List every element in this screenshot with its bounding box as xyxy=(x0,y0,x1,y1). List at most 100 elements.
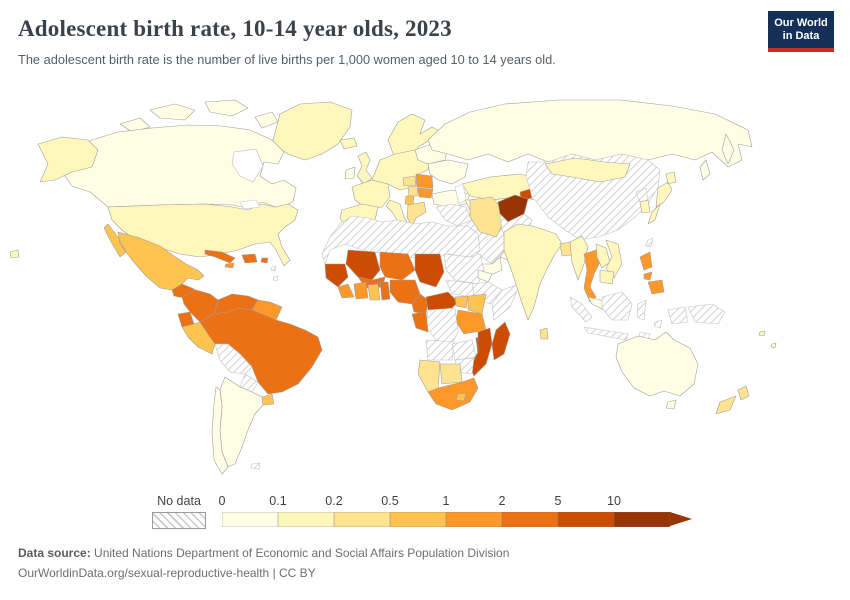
region-sierra-leone-liberia[interactable] xyxy=(337,283,355,299)
legend-bin-3[interactable] xyxy=(334,512,390,527)
legend-arrow xyxy=(670,512,692,526)
region-philippines-south[interactable] xyxy=(643,271,665,295)
region-senegal-guinea[interactable] xyxy=(324,263,349,288)
region-drc[interactable] xyxy=(425,307,459,345)
region-chad[interactable] xyxy=(414,253,445,288)
legend-bin-4[interactable] xyxy=(390,512,446,527)
region-tasmania[interactable] xyxy=(665,399,677,410)
region-australia[interactable] xyxy=(615,331,699,397)
region-mongolia[interactable] xyxy=(544,157,631,183)
region-hawaii[interactable] xyxy=(9,249,20,259)
region-central-african-republic[interactable] xyxy=(425,291,459,313)
chart-subtitle: The adolescent birth rate is the number … xyxy=(18,52,556,67)
owid-logo-line2: in Data xyxy=(782,30,820,42)
owid-link-line: OurWorldinData.org/sexual-reproductive-h… xyxy=(18,563,818,583)
region-lesotho[interactable] xyxy=(455,392,467,402)
region-hispaniola[interactable] xyxy=(241,253,258,264)
region-kenya[interactable] xyxy=(467,293,487,315)
region-uruguay[interactable] xyxy=(261,393,275,406)
region-arctic-islands[interactable] xyxy=(119,99,279,133)
region-mali[interactable] xyxy=(345,249,381,281)
region-pacific-islands[interactable] xyxy=(758,330,777,349)
legend-bin-1[interactable] xyxy=(222,512,278,527)
region-iran[interactable] xyxy=(469,196,505,238)
region-sudan[interactable] xyxy=(443,253,485,285)
great-lakes xyxy=(239,199,261,210)
region-falklands[interactable] xyxy=(250,462,261,470)
region-cambodia[interactable] xyxy=(599,269,615,285)
region-russia[interactable] xyxy=(427,99,753,181)
region-sumatra[interactable] xyxy=(569,296,593,323)
legend-bin-5[interactable] xyxy=(446,512,502,527)
region-chile[interactable] xyxy=(211,386,229,475)
region-mozambique[interactable] xyxy=(469,327,493,377)
legend-bins xyxy=(222,512,670,527)
region-madagascar[interactable] xyxy=(491,321,511,361)
region-argentina[interactable] xyxy=(219,376,264,468)
legend-tick-7: 10 xyxy=(607,494,621,508)
page-title: Adolescent birth rate, 10-14 year olds, … xyxy=(18,16,452,41)
region-cameroon[interactable] xyxy=(411,293,429,315)
owid-logo-accent-bar xyxy=(768,48,834,52)
region-south-africa[interactable] xyxy=(427,377,479,411)
region-serbia[interactable] xyxy=(407,185,419,197)
legend-bin-7[interactable] xyxy=(558,512,614,527)
region-gabon-congo[interactable] xyxy=(411,311,429,333)
region-china[interactable] xyxy=(525,153,661,241)
region-moluccas[interactable] xyxy=(638,319,663,340)
region-mexico[interactable] xyxy=(103,223,205,291)
region-ireland[interactable] xyxy=(344,166,356,180)
region-sri-lanka[interactable] xyxy=(539,327,549,340)
region-bulgaria[interactable] xyxy=(417,187,434,199)
region-cote-divoire[interactable] xyxy=(353,281,369,300)
region-jamaica[interactable] xyxy=(224,262,235,269)
region-namibia[interactable] xyxy=(417,359,441,393)
region-alaska[interactable] xyxy=(37,136,99,183)
region-java[interactable] xyxy=(583,326,629,341)
region-greece[interactable] xyxy=(406,201,427,228)
legend-tick-5: 2 xyxy=(498,494,506,508)
legend-tick-3: 0.5 xyxy=(381,494,399,508)
region-west-papua[interactable] xyxy=(667,306,689,325)
region-papua-new-guinea[interactable] xyxy=(687,303,726,325)
region-vietnam[interactable] xyxy=(605,239,623,279)
region-borneo[interactable] xyxy=(601,291,633,321)
data-source-label: Data source: xyxy=(18,546,91,560)
region-taiwan[interactable] xyxy=(645,237,654,248)
region-iceland[interactable] xyxy=(339,137,358,150)
region-india[interactable] xyxy=(503,223,563,321)
legend-bin-2[interactable] xyxy=(278,512,334,527)
owid-logo[interactable]: Our World in Data xyxy=(768,11,834,52)
region-hungary[interactable] xyxy=(402,175,417,187)
region-france[interactable] xyxy=(351,179,391,211)
region-zambia[interactable] xyxy=(451,339,477,361)
legend-bin-8[interactable] xyxy=(614,512,670,527)
region-ghana[interactable] xyxy=(367,283,381,301)
region-romania[interactable] xyxy=(415,173,434,189)
region-myanmar[interactable] xyxy=(569,235,589,281)
data-source-text: United Nations Department of Economic an… xyxy=(90,546,510,560)
region-japan[interactable] xyxy=(647,171,677,225)
owid-link[interactable]: OurWorldinData.org/sexual-reproductive-h… xyxy=(18,566,316,580)
region-uganda[interactable] xyxy=(454,295,469,309)
region-sulawesi[interactable] xyxy=(636,299,647,321)
region-laos[interactable] xyxy=(595,243,611,269)
region-puerto-rico[interactable] xyxy=(260,257,269,264)
region-greenland[interactable] xyxy=(271,101,353,161)
region-botswana[interactable] xyxy=(439,363,463,385)
region-south-korea[interactable] xyxy=(639,199,651,214)
region-angola[interactable] xyxy=(425,339,455,361)
region-albania-macedonia[interactable] xyxy=(404,195,415,206)
region-bolivia[interactable] xyxy=(214,343,253,375)
region-uk[interactable] xyxy=(356,151,373,185)
region-togo-benin[interactable] xyxy=(379,281,391,301)
no-data-swatch[interactable] xyxy=(152,512,206,529)
legend-bin-6[interactable] xyxy=(502,512,558,527)
region-philippines-luzon[interactable] xyxy=(639,251,653,271)
region-cuba[interactable] xyxy=(204,249,236,264)
region-new-zealand[interactable] xyxy=(715,385,750,415)
region-ukraine[interactable] xyxy=(427,159,469,185)
region-lesser-antilles[interactable] xyxy=(270,265,279,282)
caspian-sea xyxy=(454,183,467,205)
